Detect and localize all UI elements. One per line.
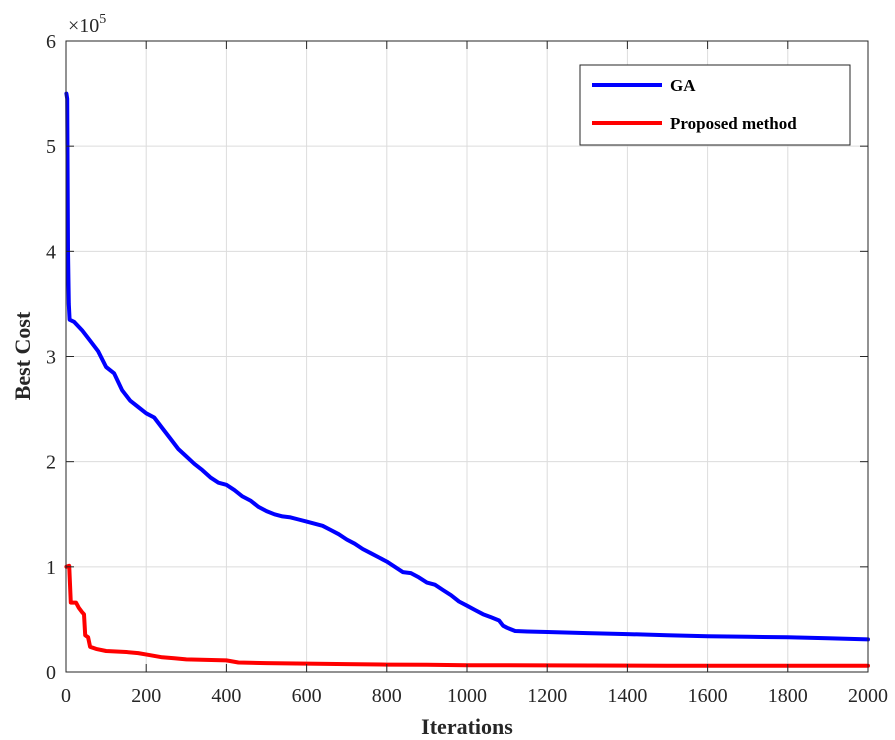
series-line-1 [64, 563, 870, 668]
y-tick-labels: 0 1 2 3 4 5 6 [46, 31, 56, 684]
y-tick-label: 1 [46, 557, 56, 579]
y-multiplier: ×105 [68, 12, 106, 37]
y-tick-label: 3 [46, 347, 56, 369]
y-multiplier-exponent: 5 [99, 12, 106, 27]
y-tick-label: 2 [46, 452, 56, 474]
legend-label-ga: GA [670, 76, 696, 95]
grid [66, 41, 868, 672]
x-tick-label: 1000 [447, 685, 487, 707]
x-tick-label: 600 [292, 685, 322, 707]
x-tick-label: 1800 [768, 685, 808, 707]
x-tick-label: 2000 [848, 685, 888, 707]
y-tick-label: 0 [46, 662, 56, 684]
legend-label-proposed: Proposed method [670, 114, 797, 133]
x-tick-label: 400 [211, 685, 241, 707]
x-tick-label: 200 [131, 685, 161, 707]
y-tick-label: 5 [46, 136, 56, 158]
y-multiplier-base: ×10 [68, 15, 99, 37]
ticks [65, 40, 869, 673]
x-tick-label: 1600 [688, 685, 728, 707]
y-tick-label: 4 [46, 241, 56, 263]
x-tick-label: 1400 [607, 685, 647, 707]
series-line-0 [64, 91, 870, 642]
legend: GA Proposed method [579, 64, 851, 146]
x-tick-labels: 0 200 400 600 800 1000 1200 1400 1600 1800 2000 [61, 685, 888, 707]
y-tick-label: 6 [46, 31, 56, 53]
series-layer [64, 91, 870, 668]
y-axis-label: Best Cost [10, 311, 35, 400]
x-tick-label: 800 [372, 685, 402, 707]
x-tick-label: 0 [61, 685, 71, 707]
x-tick-label: 1200 [527, 685, 567, 707]
legend-box [579, 64, 851, 146]
x-axis-label: Iterations [421, 714, 513, 739]
